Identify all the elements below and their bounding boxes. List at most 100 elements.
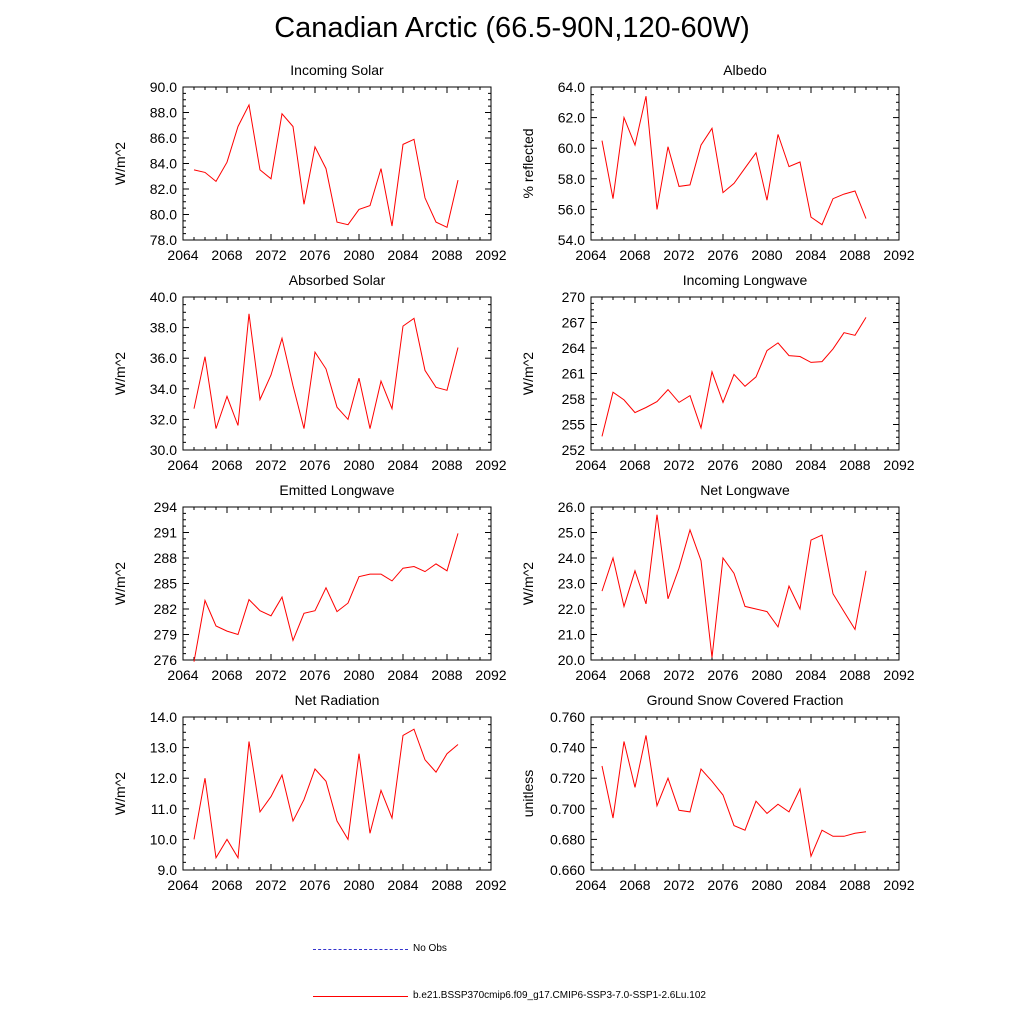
panel-5-ylabel: W/m^2 [112,562,128,605]
panel-7-xtick-label: 2088 [431,877,462,893]
panel-6-ytick-label: 21.0 [558,627,585,643]
panel-3-series-line-1 [193,313,459,429]
panel-5-ytick-label: 288 [154,550,178,566]
panel-4-ylabel: W/m^2 [520,352,536,395]
panel-7-xtick-label: 2080 [343,877,374,893]
panel-4-xtick-label: 2092 [883,457,914,473]
panel-6-ytick-label: 26.0 [558,499,585,515]
panel-2-xtick-label: 2068 [619,247,650,263]
panel-1-xtick-label: 2084 [387,247,418,263]
panel-4-xtick-label: 2064 [575,457,606,473]
panel-2-title: Albedo [723,62,767,78]
panel-2-ytick-label: 60.0 [558,140,585,156]
panel-3-xtick-label: 2072 [255,457,286,473]
panel-7-title: Net Radiation [295,692,380,708]
panel-1-xtick-label: 2076 [299,247,330,263]
panel-2-ytick-label: 56.0 [558,201,585,217]
panel-6-xtick-label: 2092 [883,667,914,683]
panel-3-ytick-label: 30.0 [150,442,177,458]
panel-4-xtick-label: 2088 [839,457,870,473]
panel-3-xtick-label: 2092 [475,457,506,473]
panel-8-ytick-label: 0.760 [550,709,585,725]
panel-8-ytick-label: 0.660 [550,862,585,878]
legend-label-model: b.e21.BSSP370cmip6.f09_g17.CMIP6-SSP3-7.… [413,990,706,1001]
panel-5-xtick-label: 2088 [431,667,462,683]
panel-7-xtick-label: 2068 [211,877,242,893]
panel-6-xtick-label: 2088 [839,667,870,683]
panel-3-xtick-label: 2080 [343,457,374,473]
panel-5-plot-frame [182,506,492,661]
panel-5-ytick-label: 294 [154,499,178,515]
panel-2-ytick-label: 62.0 [558,110,585,126]
panel-6-ytick-label: 23.0 [558,576,585,592]
panel-4-ytick-label: 261 [562,366,586,382]
panel-3-ytick-label: 40.0 [150,289,177,305]
panel-3-ylabel: W/m^2 [112,352,128,395]
panel-5-xtick-label: 2072 [255,667,286,683]
panel-8-xtick-label: 2064 [575,877,606,893]
panel-1-ylabel: W/m^2 [112,142,128,185]
panel-1-ytick-label: 84.0 [150,156,177,172]
panel-8-xtick-label: 2068 [619,877,650,893]
panel-4-ytick-label: 255 [562,417,586,433]
panel-2-ylabel: % reflected [520,128,536,198]
panel-3-xtick-label: 2076 [299,457,330,473]
panel-7-ytick-label: 10.0 [150,831,177,847]
panel-6-xtick-label: 2076 [707,667,738,683]
panel-7-ylabel: W/m^2 [112,772,128,815]
panel-8-xtick-label: 2072 [663,877,694,893]
panel-1-plot-frame [182,86,492,241]
legend-label-no-obs: No Obs [413,943,447,954]
panel-6-xtick-label: 2068 [619,667,650,683]
panel-2-plot-frame [590,86,900,241]
panel-5-ytick-label: 282 [154,601,178,617]
panel-6-xtick-label: 2064 [575,667,606,683]
panel-8-xtick-label: 2084 [795,877,826,893]
panel-1-ytick-label: 86.0 [150,130,177,146]
panel-4-ytick-label: 258 [562,391,586,407]
panel-7-xtick-label: 2064 [167,877,198,893]
panel-1-ytick-label: 82.0 [150,181,177,197]
figure-title: Canadian Arctic (66.5-90N,120-60W) [274,12,750,44]
panel-1-xtick-label: 2072 [255,247,286,263]
panel-3-ytick-label: 36.0 [150,350,177,366]
panel-5-xtick-label: 2064 [167,667,198,683]
panel-6-ylabel: W/m^2 [520,562,536,605]
panel-3-xtick-label: 2088 [431,457,462,473]
panel-8-xtick-label: 2088 [839,877,870,893]
panel-5-ytick-label: 291 [154,525,178,541]
panel-1-ytick-label: 78.0 [150,232,177,248]
panel-8-ylabel: unitless [520,770,536,817]
panel-8-ytick-label: 0.680 [550,831,585,847]
panel-7-xtick-label: 2072 [255,877,286,893]
panel-8-series-line-1 [601,735,867,858]
panel-1-xtick-label: 2068 [211,247,242,263]
panel-3-ytick-label: 32.0 [150,411,177,427]
panel-2-xtick-label: 2092 [883,247,914,263]
panel-5-xtick-label: 2084 [387,667,418,683]
panel-2-series-line-1 [601,96,867,226]
panel-4-title: Incoming Longwave [683,272,808,288]
panel-1-xtick-label: 2080 [343,247,374,263]
panel-2-xtick-label: 2080 [751,247,782,263]
panel-3-ytick-label: 34.0 [150,381,177,397]
panel-1-xtick-label: 2088 [431,247,462,263]
panel-1-series-line-1 [193,103,459,229]
panel-4-xtick-label: 2076 [707,457,738,473]
panel-4-ytick-label: 270 [562,289,586,305]
panel-8-xtick-label: 2092 [883,877,914,893]
panel-7-ytick-label: 14.0 [150,709,177,725]
panel-8-xtick-label: 2076 [707,877,738,893]
panel-4-plot-frame [590,296,900,451]
panel-5-xtick-label: 2068 [211,667,242,683]
panel-3-plot-frame [182,296,492,451]
panel-4-xtick-label: 2080 [751,457,782,473]
panel-1-xtick-label: 2064 [167,247,198,263]
panel-4-ytick-label: 252 [562,442,586,458]
panel-2-xtick-label: 2084 [795,247,826,263]
legend-line-no-obs [313,949,408,950]
panel-2-xtick-label: 2072 [663,247,694,263]
panel-3-xtick-label: 2068 [211,457,242,473]
panel-1-ytick-label: 88.0 [150,105,177,121]
